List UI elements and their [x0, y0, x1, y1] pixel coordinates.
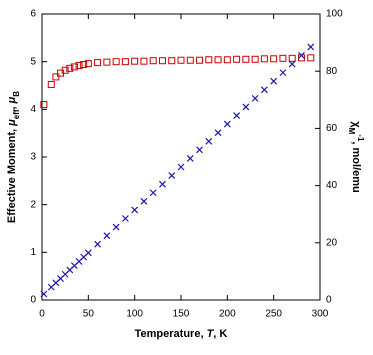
y2-tick-label: 20: [326, 237, 338, 248]
marker-cross: [121, 215, 129, 222]
marker-cross: [40, 290, 48, 298]
marker-cross: [205, 137, 213, 145]
marker-cross: [242, 103, 250, 111]
marker-square: [66, 64, 74, 72]
marker-square: [112, 58, 120, 66]
y2-axis-title: χM-1, mol/emu: [347, 121, 365, 192]
x-axis-title-part: , K: [213, 328, 227, 340]
marker-cross: [84, 249, 92, 257]
y2-tick-label: 80: [326, 66, 338, 77]
y-tick-label: 3: [30, 152, 36, 163]
marker-square: [279, 54, 287, 62]
x-tick-label: 100: [126, 309, 143, 320]
marker-cross: [140, 197, 148, 205]
y2-tick-label: 100: [326, 9, 343, 20]
marker-square: [223, 56, 231, 64]
marker-square: [196, 56, 204, 64]
marker-square: [270, 55, 278, 63]
y2-tick-label: 0: [326, 295, 332, 306]
y-tick-label: 1: [30, 247, 36, 258]
marker-square: [186, 56, 194, 64]
x-tick-label: 150: [173, 309, 190, 320]
marker-cross: [186, 155, 194, 162]
marker-square: [40, 101, 48, 109]
marker-square: [103, 58, 111, 66]
x-tick-label: 0: [39, 309, 45, 320]
y-tick-label: 2: [30, 199, 36, 210]
y-axis-title-part: ,: [6, 103, 18, 109]
marker-cross: [196, 146, 203, 154]
y2-axis-title-part: , mol/emu: [350, 141, 362, 192]
marker-square: [307, 54, 315, 62]
marker-cross: [223, 120, 231, 128]
marker-square: [158, 57, 166, 65]
x-axis-title-part: T: [207, 328, 215, 340]
y-axis-title-part: eff: [12, 109, 21, 119]
x-tick-label: 200: [219, 309, 236, 320]
x-tick-label: 300: [312, 309, 329, 320]
marker-cross: [168, 172, 176, 180]
marker-cross: [270, 77, 278, 85]
marker-square: [70, 63, 78, 71]
marker-cross: [298, 52, 305, 59]
y-axis-title-part: B: [12, 91, 21, 97]
marker-cross: [103, 232, 111, 240]
marker-cross: [233, 112, 241, 119]
x-axis-title-part: Temperature,: [135, 328, 207, 340]
y-axis-title: Effective Moment, μeff, μB: [6, 91, 21, 223]
y-tick-label: 4: [30, 104, 36, 115]
marker-square: [131, 57, 139, 65]
x-axis-title: Temperature, T, K: [135, 328, 228, 340]
marker-square: [233, 55, 241, 63]
y2-axis-title-part: -1: [356, 134, 365, 142]
marker-cross: [131, 206, 139, 214]
marker-cross: [112, 223, 120, 231]
marker-cross: [307, 43, 315, 51]
marker-square: [47, 81, 55, 89]
marker-cross: [251, 94, 259, 102]
y2-tick-label: 60: [326, 123, 338, 134]
marker-square: [242, 55, 250, 63]
marker-cross: [149, 189, 157, 197]
marker-cross: [177, 163, 185, 171]
marker-square: [149, 57, 157, 65]
marker-cross: [260, 86, 268, 94]
y-tick-label: 5: [30, 56, 36, 67]
y2-axis-title-part: M: [347, 128, 356, 135]
marker-square: [52, 73, 60, 81]
marker-cross: [159, 180, 166, 188]
marker-square: [214, 56, 222, 64]
y2-tick-label: 40: [326, 180, 338, 191]
marker-square: [121, 58, 129, 66]
marker-cross: [279, 69, 287, 77]
marker-square: [75, 61, 83, 69]
marker-square: [168, 57, 176, 65]
marker-square: [288, 54, 296, 62]
marker-square: [205, 56, 213, 64]
x-tick-label: 50: [83, 309, 95, 320]
marker-square: [251, 55, 259, 63]
x-tick-label: 250: [265, 309, 282, 320]
marker-square: [140, 57, 148, 65]
marker-square: [94, 59, 102, 67]
y-tick-label: 6: [30, 9, 36, 20]
y-axis-title-part: μ: [6, 96, 18, 104]
y-tick-label: 0: [30, 295, 36, 306]
marker-square: [177, 56, 185, 64]
y2-axis-title-part: χ: [350, 121, 362, 128]
marker-square: [260, 55, 268, 63]
marker-cross: [288, 60, 296, 68]
marker-square: [84, 60, 92, 68]
marker-cross: [94, 240, 102, 248]
marker-square: [80, 61, 88, 69]
y-axis-title-part: Effective Moment,: [6, 126, 18, 223]
marker-square: [61, 66, 69, 74]
marker-cross: [214, 129, 222, 137]
y-axis-title-part: μ: [6, 119, 18, 127]
